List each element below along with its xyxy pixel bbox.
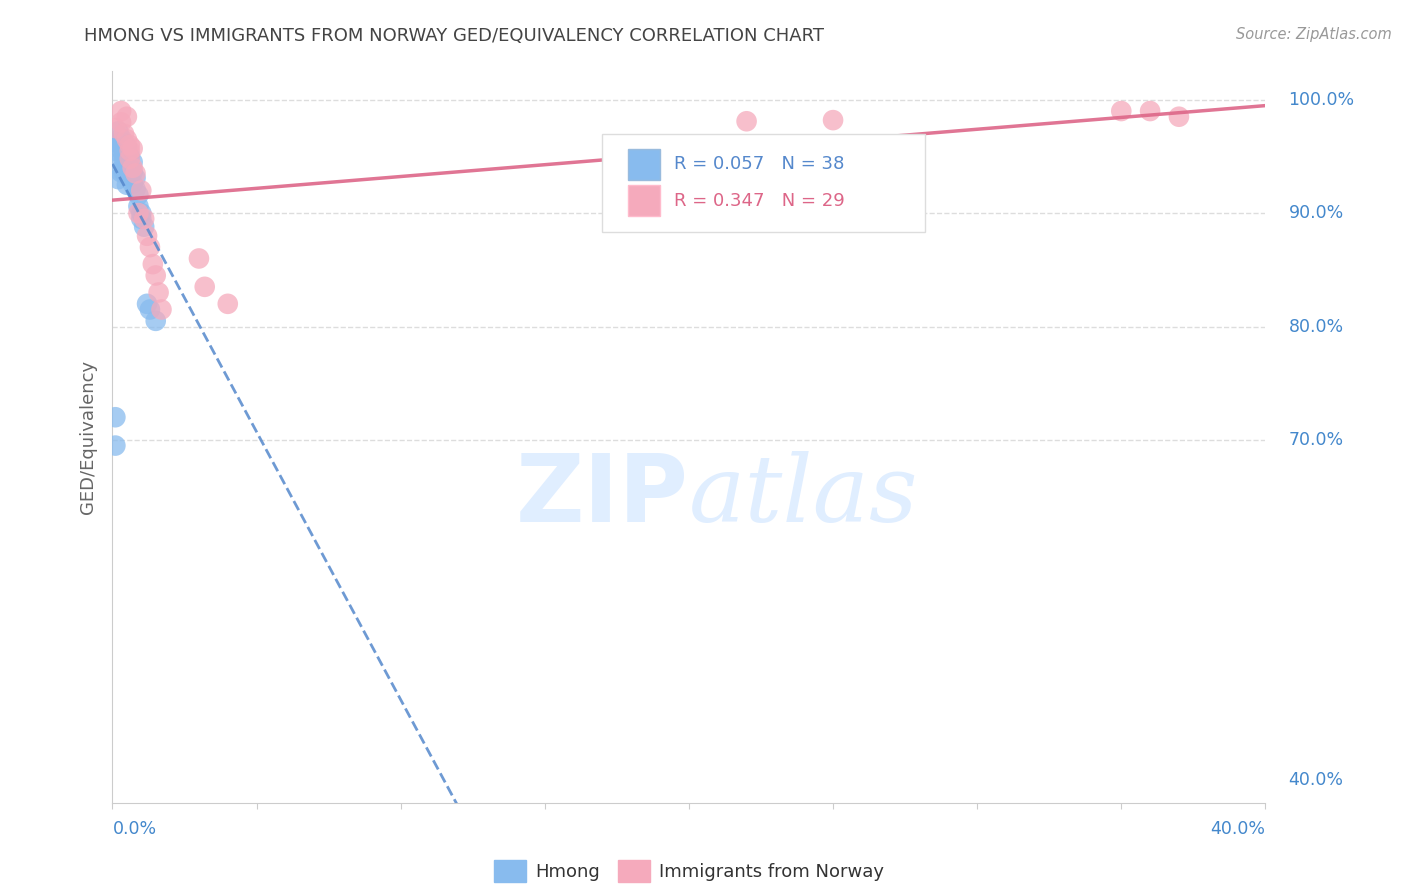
Point	[735, 114, 758, 128]
Point	[134, 219, 156, 234]
Point	[112, 136, 135, 150]
Point	[115, 140, 138, 154]
FancyBboxPatch shape	[602, 134, 925, 232]
FancyBboxPatch shape	[628, 186, 661, 216]
Point	[112, 153, 135, 168]
Point	[194, 280, 217, 294]
Point	[110, 143, 132, 157]
Point	[1167, 110, 1189, 124]
Point	[118, 144, 141, 158]
Text: 80.0%: 80.0%	[1288, 318, 1344, 335]
Point	[121, 161, 143, 175]
Point	[110, 103, 132, 118]
Point	[139, 302, 162, 317]
Point	[145, 314, 167, 328]
Point	[110, 165, 132, 179]
Point	[104, 439, 127, 453]
Point	[118, 152, 141, 166]
Point	[115, 155, 138, 169]
Point	[112, 127, 135, 141]
Point	[115, 178, 138, 192]
Text: 40.0%: 40.0%	[1211, 820, 1265, 838]
Point	[118, 149, 141, 163]
Point	[118, 138, 141, 153]
Point	[1139, 103, 1161, 118]
Text: atlas: atlas	[689, 450, 918, 541]
Point	[110, 131, 132, 145]
Point	[110, 115, 132, 129]
Text: Source: ZipAtlas.com: Source: ZipAtlas.com	[1236, 27, 1392, 42]
Point	[139, 240, 162, 254]
Text: HMONG VS IMMIGRANTS FROM NORWAY GED/EQUIVALENCY CORRELATION CHART: HMONG VS IMMIGRANTS FROM NORWAY GED/EQUI…	[84, 27, 824, 45]
Point	[118, 166, 141, 180]
Legend: Hmong, Immigrants from Norway: Hmong, Immigrants from Norway	[486, 853, 891, 888]
Y-axis label: GED/Equivalency: GED/Equivalency	[79, 360, 97, 514]
Point	[127, 206, 149, 220]
Point	[121, 155, 143, 169]
Point	[134, 211, 156, 226]
Point	[150, 302, 173, 317]
Text: R = 0.057   N = 38: R = 0.057 N = 38	[673, 155, 845, 173]
Text: 0.0%: 0.0%	[112, 820, 156, 838]
FancyBboxPatch shape	[628, 149, 661, 179]
Text: R = 0.347   N = 29: R = 0.347 N = 29	[673, 192, 845, 210]
Point	[129, 183, 153, 197]
Point	[107, 136, 129, 150]
Point	[124, 171, 146, 186]
Point	[115, 149, 138, 163]
Point	[115, 132, 138, 146]
Text: 90.0%: 90.0%	[1288, 204, 1344, 222]
Point	[110, 138, 132, 153]
Text: ZIP: ZIP	[516, 450, 689, 541]
Point	[121, 165, 143, 179]
Point	[112, 147, 135, 161]
Point	[129, 211, 153, 226]
Text: 70.0%: 70.0%	[1288, 431, 1344, 449]
Point	[1111, 103, 1133, 118]
Point	[148, 285, 170, 300]
Point	[115, 110, 138, 124]
Text: 100.0%: 100.0%	[1288, 91, 1354, 109]
Point	[136, 297, 159, 311]
Point	[129, 206, 153, 220]
Point	[127, 199, 149, 213]
Point	[217, 297, 239, 311]
Point	[104, 410, 127, 425]
Point	[112, 165, 135, 179]
Point	[121, 141, 143, 155]
Point	[118, 160, 141, 174]
Point	[145, 268, 167, 283]
Point	[104, 144, 127, 158]
Point	[136, 228, 159, 243]
Point	[121, 177, 143, 191]
Text: 40.0%: 40.0%	[1288, 771, 1344, 789]
Point	[188, 252, 211, 266]
Point	[124, 182, 146, 196]
Point	[821, 113, 844, 128]
Point	[127, 188, 149, 202]
Point	[107, 172, 129, 186]
Point	[112, 160, 135, 174]
Point	[115, 168, 138, 182]
Point	[115, 161, 138, 175]
Point	[104, 121, 127, 136]
Point	[107, 124, 129, 138]
Point	[142, 257, 165, 271]
Point	[110, 153, 132, 168]
Point	[124, 166, 146, 180]
